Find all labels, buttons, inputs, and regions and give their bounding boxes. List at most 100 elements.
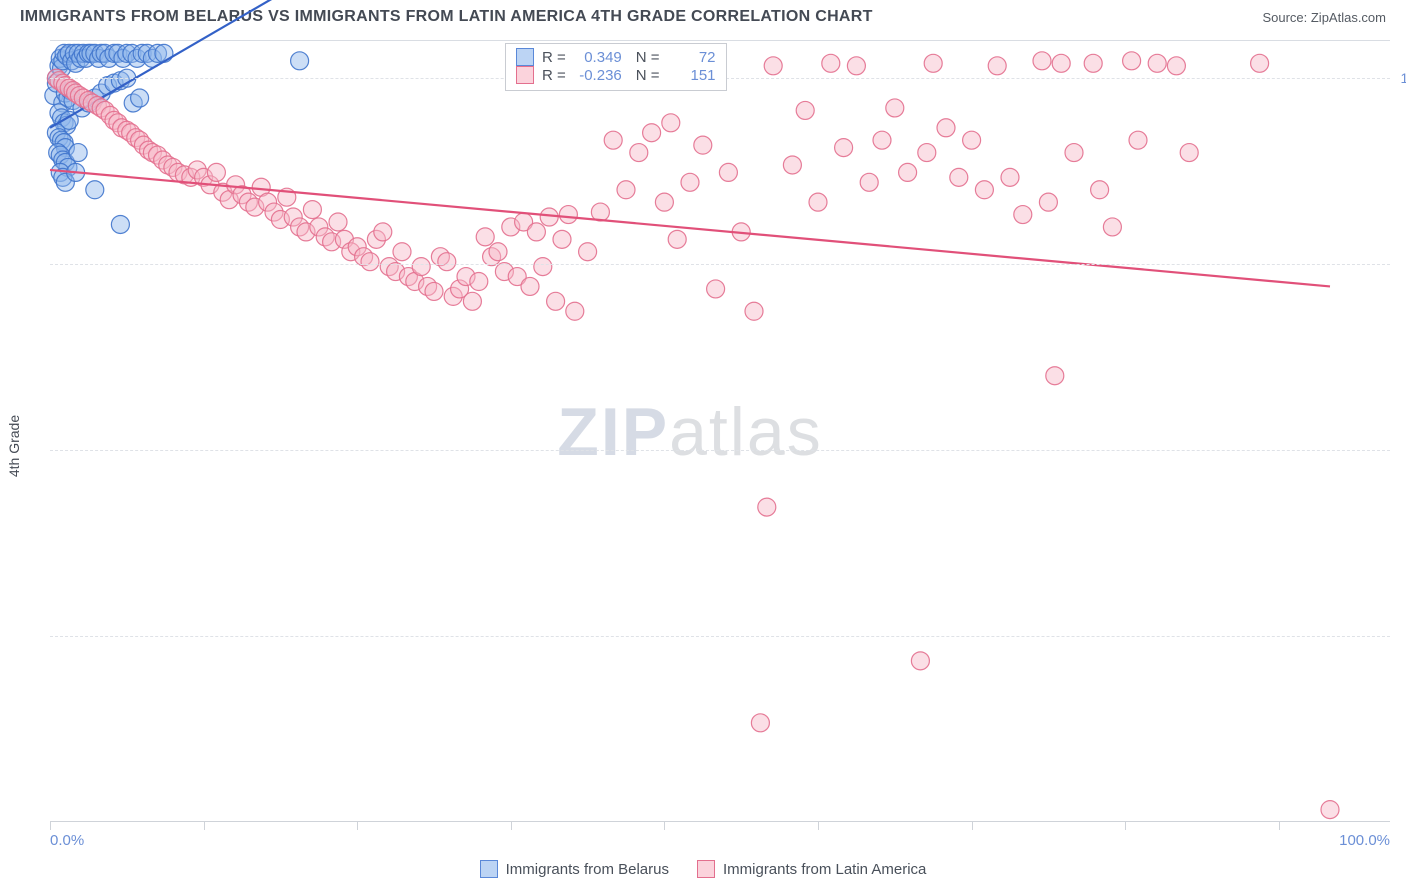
data-point — [1123, 52, 1141, 70]
data-point — [617, 181, 635, 199]
data-point — [822, 54, 840, 72]
data-point — [547, 292, 565, 310]
stats-row: R = 0.349 N = 72 — [516, 48, 716, 66]
data-point — [911, 652, 929, 670]
data-point — [847, 57, 865, 75]
data-point — [393, 243, 411, 261]
legend-item: Immigrants from Latin America — [697, 860, 926, 878]
legend-swatch — [516, 66, 534, 84]
chart-area: ZIPatlas R =0.349N =72R =-0.236N =151 10… — [50, 40, 1390, 822]
data-point — [207, 163, 225, 181]
data-point — [1129, 131, 1147, 149]
data-point — [438, 253, 456, 271]
data-point — [1103, 218, 1121, 236]
data-point — [719, 163, 737, 181]
data-point — [111, 215, 129, 233]
correlation-stats-box: R =0.349N =72R =-0.236N =151 — [505, 43, 727, 91]
data-point — [1321, 801, 1339, 819]
n-label: N = — [636, 67, 660, 84]
x-min-label: 0.0% — [50, 832, 84, 849]
data-point — [155, 44, 173, 62]
legend-label: Immigrants from Belarus — [506, 861, 669, 878]
data-point — [463, 292, 481, 310]
x-tick — [511, 822, 512, 830]
legend-swatch — [480, 860, 498, 878]
legend-swatch — [516, 48, 534, 66]
data-point — [835, 139, 853, 157]
stats-row: R =-0.236N =151 — [516, 66, 716, 84]
x-axis — [50, 821, 1390, 822]
legend-swatch — [697, 860, 715, 878]
data-point — [758, 498, 776, 516]
x-tick — [1279, 822, 1280, 830]
data-point — [745, 302, 763, 320]
data-point — [291, 52, 309, 70]
data-point — [630, 144, 648, 162]
data-point — [643, 124, 661, 142]
r-label: R = — [542, 49, 566, 66]
data-point — [963, 131, 981, 149]
x-tick — [818, 822, 819, 830]
data-point — [1014, 206, 1032, 224]
data-point — [534, 258, 552, 276]
data-point — [662, 114, 680, 132]
x-tick — [204, 822, 205, 830]
data-point — [751, 714, 769, 732]
data-point — [1167, 57, 1185, 75]
plot-region: ZIPatlas — [50, 41, 1330, 822]
n-value: 72 — [668, 49, 716, 66]
data-point — [899, 163, 917, 181]
y-axis-label: 4th Grade — [6, 415, 22, 477]
data-point — [1148, 54, 1166, 72]
legend-label: Immigrants from Latin America — [723, 861, 926, 878]
y-tick-label: 100.0% — [1401, 70, 1406, 86]
gridline — [50, 450, 1390, 451]
x-tick — [1125, 822, 1126, 830]
data-point — [566, 302, 584, 320]
x-tick — [972, 822, 973, 830]
gridline — [50, 264, 1390, 265]
x-tick — [664, 822, 665, 830]
data-point — [1046, 367, 1064, 385]
data-point — [476, 228, 494, 246]
data-point — [425, 282, 443, 300]
data-point — [783, 156, 801, 174]
data-point — [950, 168, 968, 186]
data-point — [470, 272, 488, 290]
legend-item: Immigrants from Belarus — [480, 860, 669, 878]
data-point — [1084, 54, 1102, 72]
data-point — [86, 181, 104, 199]
data-point — [604, 131, 622, 149]
data-point — [521, 277, 539, 295]
data-point — [918, 144, 936, 162]
r-value: -0.236 — [574, 67, 622, 84]
scatter-svg — [50, 41, 1330, 822]
r-label: R = — [542, 67, 566, 84]
data-point — [764, 57, 782, 75]
data-point — [988, 57, 1006, 75]
data-point — [329, 213, 347, 231]
data-point — [937, 119, 955, 137]
x-tick — [50, 822, 51, 830]
data-point — [489, 243, 507, 261]
data-point — [1001, 168, 1019, 186]
data-point — [1039, 193, 1057, 211]
r-value: 0.349 — [574, 49, 622, 66]
n-label: N = — [636, 49, 660, 66]
data-point — [1065, 144, 1083, 162]
data-point — [131, 89, 149, 107]
source-credit: Source: ZipAtlas.com — [1262, 10, 1386, 25]
data-point — [303, 201, 321, 219]
data-point — [1033, 52, 1051, 70]
gridline — [50, 636, 1390, 637]
x-tick — [357, 822, 358, 830]
data-point — [860, 173, 878, 191]
data-point — [412, 258, 430, 276]
data-point — [559, 206, 577, 224]
data-point — [924, 54, 942, 72]
data-point — [527, 223, 545, 241]
data-point — [1251, 54, 1269, 72]
data-point — [69, 144, 87, 162]
legend: Immigrants from Belarus Immigrants from L… — [0, 860, 1406, 878]
data-point — [681, 173, 699, 191]
